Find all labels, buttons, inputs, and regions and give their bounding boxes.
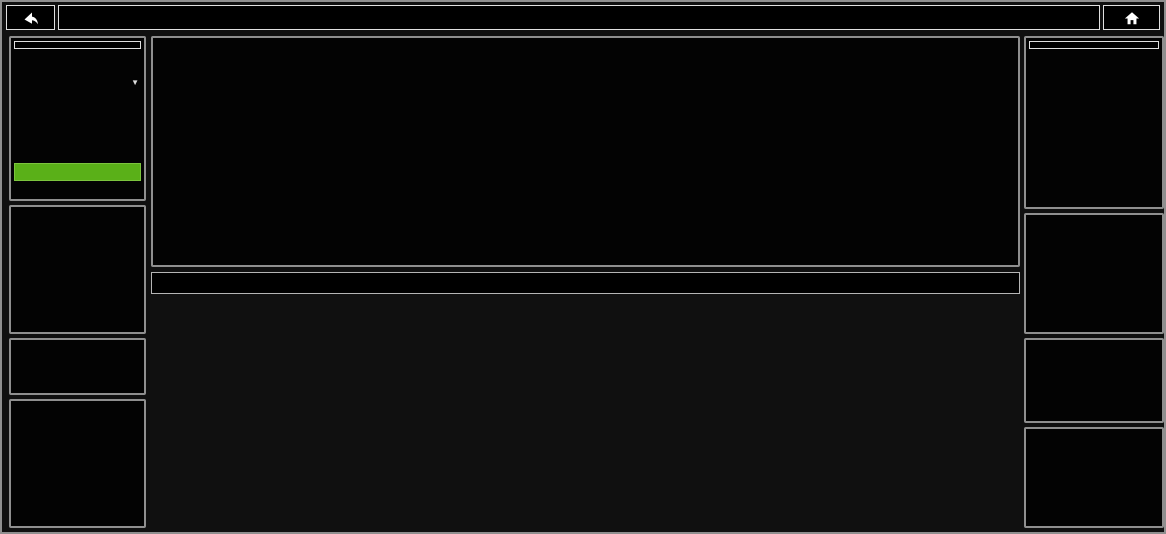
irradiance-ratio-panel xyxy=(1024,338,1164,423)
ambient-temp-panel xyxy=(1024,213,1164,334)
live-power-panel xyxy=(9,205,146,334)
sun-elevation-panel xyxy=(1024,427,1164,528)
plant-stats xyxy=(1026,52,1162,207)
inverter-id-dropdown[interactable]: ▼ xyxy=(16,77,139,88)
back-arrow-icon xyxy=(24,12,38,24)
irradiance-chart-panel xyxy=(151,36,1020,267)
plant-detail-title xyxy=(1029,41,1159,49)
last-alarm-text xyxy=(11,184,144,199)
inverter-detail-sidebar: ▼ xyxy=(9,36,146,528)
plant-detail-sidebar xyxy=(1024,36,1164,528)
home-icon xyxy=(1124,11,1139,24)
string-boxes-row xyxy=(151,298,1020,531)
frequency-panel xyxy=(9,399,146,528)
power-factor-panel xyxy=(9,338,146,395)
inverter-status-badge xyxy=(14,163,141,181)
string-boxes-header xyxy=(151,272,1020,294)
inverter-info: ▼ xyxy=(11,52,144,160)
main-content xyxy=(151,36,1020,528)
inverter-detail-title xyxy=(14,41,141,49)
chart-legend xyxy=(155,42,1016,58)
inverter-id-value: ▼ xyxy=(126,77,139,88)
inverter-detail-panel: ▼ xyxy=(9,36,146,201)
chevron-down-icon: ▼ xyxy=(131,77,139,87)
page-title xyxy=(58,5,1100,30)
back-button[interactable] xyxy=(6,5,55,30)
home-button[interactable] xyxy=(1103,5,1160,30)
top-bar xyxy=(6,5,1160,30)
plant-detail-panel xyxy=(1024,36,1164,209)
